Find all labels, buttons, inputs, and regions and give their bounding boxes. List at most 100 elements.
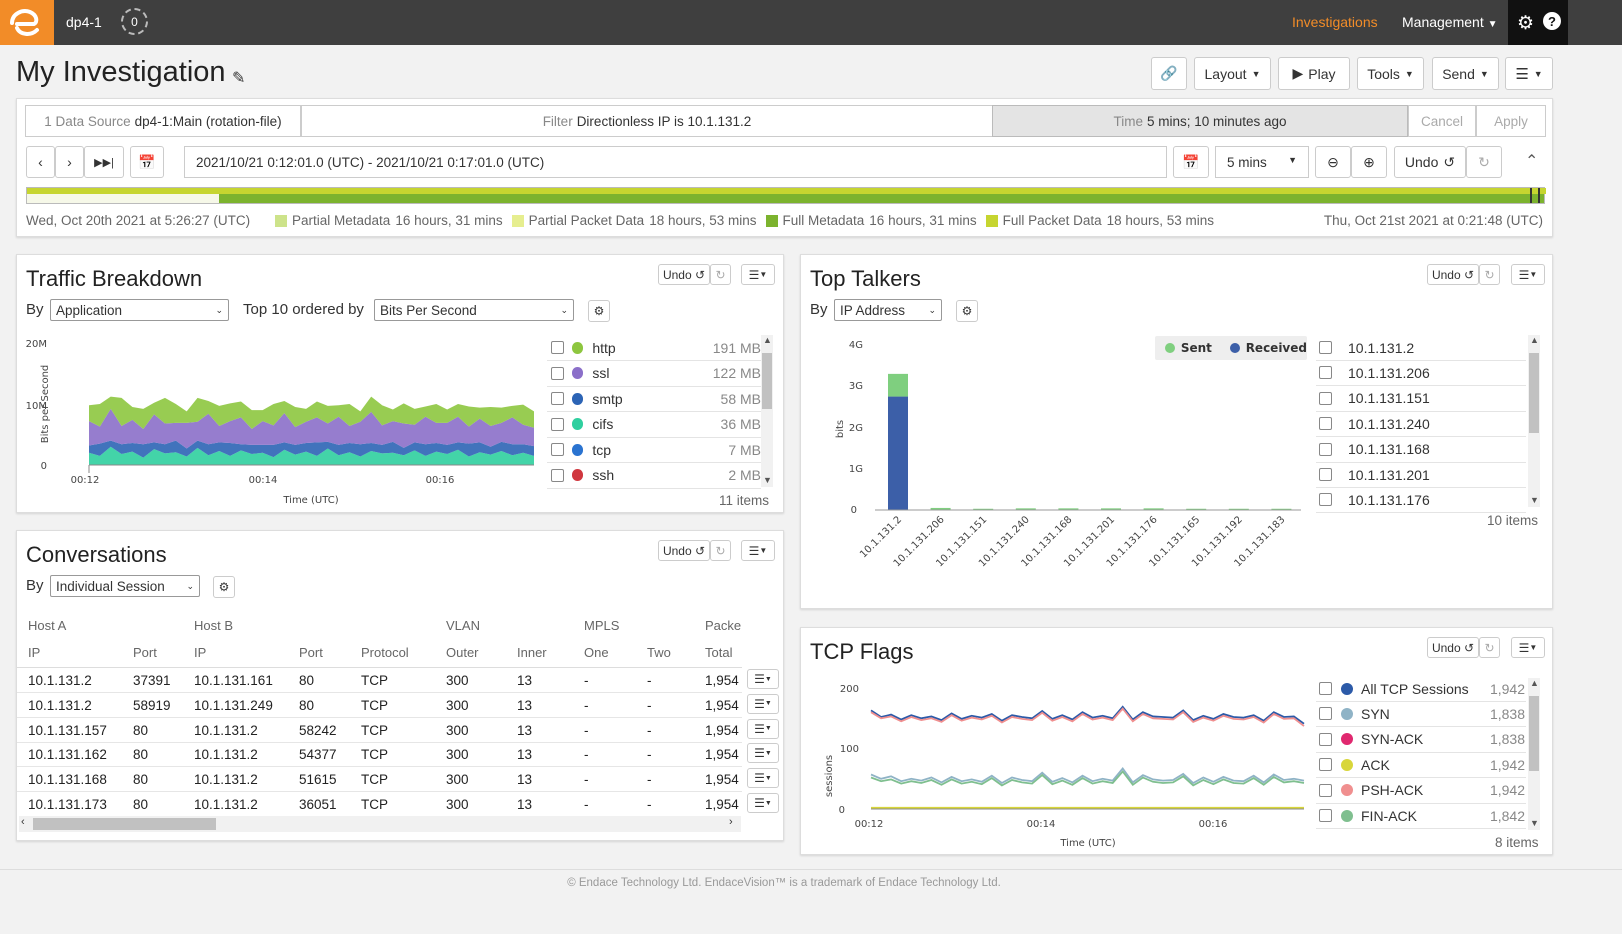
talker-item[interactable]: 10.1.131.206 bbox=[1316, 360, 1526, 387]
checkbox[interactable] bbox=[551, 341, 564, 354]
column-header[interactable]: Port bbox=[299, 645, 323, 660]
step-back-button[interactable]: ‹ bbox=[26, 146, 55, 178]
bar-sent[interactable] bbox=[1015, 508, 1036, 510]
chart-settings-button[interactable]: ⚙ bbox=[956, 300, 978, 322]
talker-item[interactable]: 10.1.131.240 bbox=[1316, 411, 1526, 438]
table-row[interactable]: 10.1.131.2 58919 10.1.131.249 80 TCP 300 13 - - 1… bbox=[17, 694, 742, 718]
line-series-syn[interactable] bbox=[870, 767, 1305, 785]
send-button[interactable]: Send ▼ bbox=[1432, 57, 1499, 90]
top-talkers-bar-chart[interactable]: 4G 3G 2G 1G 0 bits 10.1.131.210.1.131.20… bbox=[801, 331, 1311, 601]
scrollbar-thumb[interactable] bbox=[1529, 353, 1539, 433]
legend-item-cifs[interactable]: cifs 36 MB bbox=[547, 412, 761, 438]
activity-badge[interactable]: 0 bbox=[121, 8, 148, 35]
legend-item-syn[interactable]: SYN 1,838 bbox=[1316, 701, 1526, 728]
line-series-fin-ack[interactable] bbox=[870, 770, 1305, 787]
talker-item[interactable]: 10.1.131.176 bbox=[1316, 487, 1526, 513]
area-series-http[interactable] bbox=[89, 396, 534, 430]
chart-settings-button[interactable]: ⚙ bbox=[588, 300, 610, 322]
checkbox[interactable] bbox=[551, 443, 564, 456]
table-row[interactable]: 10.1.131.173 80 10.1.131.2 36051 TCP 300 13 - - 1… bbox=[17, 793, 742, 816]
scroll-down-icon[interactable]: ▼ bbox=[763, 475, 772, 485]
jump-to-end-button[interactable]: ▶▶| bbox=[84, 146, 124, 178]
table-row[interactable]: 10.1.131.168 80 10.1.131.2 51615 TCP 300 13 - - 1… bbox=[17, 768, 742, 793]
legend-item-ssl[interactable]: ssl 122 MB bbox=[547, 361, 761, 387]
bar-sent[interactable] bbox=[973, 508, 994, 510]
bar-sent[interactable] bbox=[888, 373, 908, 397]
legend-scrollbar[interactable]: ▲ ▼ bbox=[1528, 678, 1540, 830]
endace-logo[interactable] bbox=[0, 0, 54, 45]
table-settings-button[interactable]: ⚙ bbox=[213, 576, 235, 598]
area-series-cifs[interactable] bbox=[89, 446, 534, 465]
scroll-up-icon[interactable]: ▲ bbox=[1530, 335, 1539, 345]
scroll-up-icon[interactable]: ▲ bbox=[1530, 678, 1539, 688]
panel-menu-button[interactable]: ☰ ▼ bbox=[741, 540, 775, 561]
redo-button[interactable]: ↻ bbox=[710, 540, 731, 561]
selected-window-marker[interactable] bbox=[1530, 188, 1540, 203]
checkbox[interactable] bbox=[1319, 682, 1332, 695]
list-scrollbar[interactable]: ▲ ▼ bbox=[1528, 335, 1540, 507]
tools-button[interactable]: Tools ▼ bbox=[1357, 57, 1424, 90]
cancel-button[interactable]: Cancel bbox=[1408, 105, 1476, 137]
checkbox[interactable] bbox=[1319, 758, 1332, 772]
column-header[interactable]: Outer bbox=[446, 645, 479, 660]
table-row[interactable]: 10.1.131.157 80 10.1.131.2 58242 TCP 300 13 - - 1… bbox=[17, 719, 742, 743]
sensor-name[interactable]: dp4-1 bbox=[66, 14, 102, 30]
row-menu-button[interactable]: ☰ ▼ bbox=[747, 669, 779, 689]
talker-item[interactable]: 10.1.131.168 bbox=[1316, 437, 1526, 463]
collapse-chevron-up-icon[interactable]: ⌃ bbox=[1525, 153, 1539, 170]
checkbox[interactable] bbox=[1319, 809, 1332, 822]
traffic-area-chart[interactable]: 20M 10M 0 00:12 00:14 00:16 Time (UTC) B… bbox=[17, 331, 547, 511]
gear-icon[interactable]: ⚙ bbox=[1517, 13, 1535, 34]
column-header[interactable]: IP bbox=[194, 645, 207, 660]
row-menu-button[interactable]: ☰ ▼ bbox=[747, 768, 779, 789]
nav-investigations[interactable]: Investigations bbox=[1292, 14, 1378, 30]
undo-button[interactable]: Undo ↺ bbox=[1427, 264, 1479, 285]
line-series-syn-ack[interactable] bbox=[870, 707, 1305, 727]
checkbox[interactable] bbox=[1319, 341, 1332, 354]
bar-sent[interactable] bbox=[1186, 508, 1207, 510]
checkbox[interactable] bbox=[1319, 366, 1332, 380]
scroll-down-icon[interactable]: ▼ bbox=[1530, 818, 1539, 828]
table-row[interactable]: 10.1.131.162 80 10.1.131.2 54377 TCP 300 13 - - 1… bbox=[17, 743, 742, 768]
group-by-select[interactable]: IP Address ⌄ bbox=[834, 299, 942, 321]
redo-button[interactable]: ↻ bbox=[1479, 264, 1500, 285]
area-series-ssl[interactable] bbox=[89, 408, 534, 449]
redo-button[interactable]: ↻ bbox=[710, 264, 731, 285]
time-range-input[interactable]: 2021/10/21 0:12:01.0 (UTC) - 2021/10/21 … bbox=[184, 146, 1167, 178]
checkbox[interactable] bbox=[1319, 493, 1332, 507]
help-icon[interactable]: ? bbox=[1543, 12, 1561, 30]
undo-button[interactable]: Undo ↺ bbox=[658, 540, 710, 561]
redo-button[interactable]: ↻ bbox=[1479, 637, 1500, 658]
step-forward-button[interactable]: › bbox=[55, 146, 84, 178]
panel-menu-button[interactable]: ☰ ▼ bbox=[1511, 637, 1545, 658]
checkbox[interactable] bbox=[551, 366, 564, 380]
legend-item-ack[interactable]: ACK 1,942 bbox=[1316, 752, 1526, 779]
bar-sent[interactable] bbox=[1143, 508, 1164, 510]
legend-item-all-tcp-sessions[interactable]: All TCP Sessions 1,942 bbox=[1316, 676, 1526, 702]
legend-item-http[interactable]: http 191 MB bbox=[547, 335, 761, 361]
row-menu-button[interactable]: ☰ ▼ bbox=[747, 743, 779, 764]
checkbox[interactable] bbox=[1319, 391, 1332, 405]
bar-sent[interactable] bbox=[1271, 508, 1292, 510]
tcp-flags-line-chart[interactable]: 200 100 0 00:12 00:14 00:16 Time (UTC) s… bbox=[801, 678, 1311, 853]
scroll-down-icon[interactable]: ▼ bbox=[1530, 495, 1539, 505]
group-by-select[interactable]: Application ⌄ bbox=[50, 299, 229, 321]
data-timeline-bar[interactable] bbox=[26, 187, 1546, 204]
checkbox[interactable] bbox=[1319, 783, 1332, 797]
link-button[interactable]: 🔗 bbox=[1151, 57, 1187, 90]
legend-item-fin-ack[interactable]: FIN-ACK 1,842 bbox=[1316, 803, 1526, 829]
table-row[interactable]: 10.1.131.2 37391 10.1.131.161 80 TCP 300 13 - - 1… bbox=[17, 669, 742, 693]
area-series-smtp[interactable] bbox=[89, 440, 534, 458]
legend-item-syn-ack[interactable]: SYN-ACK 1,838 bbox=[1316, 727, 1526, 753]
layout-button[interactable]: Layout ▼ bbox=[1194, 57, 1271, 90]
row-menu-button[interactable]: ☰ ▼ bbox=[747, 718, 779, 739]
scrollbar-thumb[interactable] bbox=[1529, 696, 1539, 771]
checkbox[interactable] bbox=[551, 468, 564, 482]
legend-item-smtp[interactable]: smtp 58 MB bbox=[547, 386, 761, 412]
calendar-button[interactable]: 📅 bbox=[130, 146, 164, 178]
bar-sent[interactable] bbox=[1058, 508, 1079, 510]
time-selector[interactable]: Time 5 mins; 10 minutes ago bbox=[992, 105, 1408, 137]
filter-selector[interactable]: Filter Directionless IP is 10.1.131.2 bbox=[301, 105, 993, 137]
undo-button[interactable]: Undo ↺ bbox=[1427, 637, 1479, 658]
legend-item-psh-ack[interactable]: PSH-ACK 1,942 bbox=[1316, 778, 1526, 804]
